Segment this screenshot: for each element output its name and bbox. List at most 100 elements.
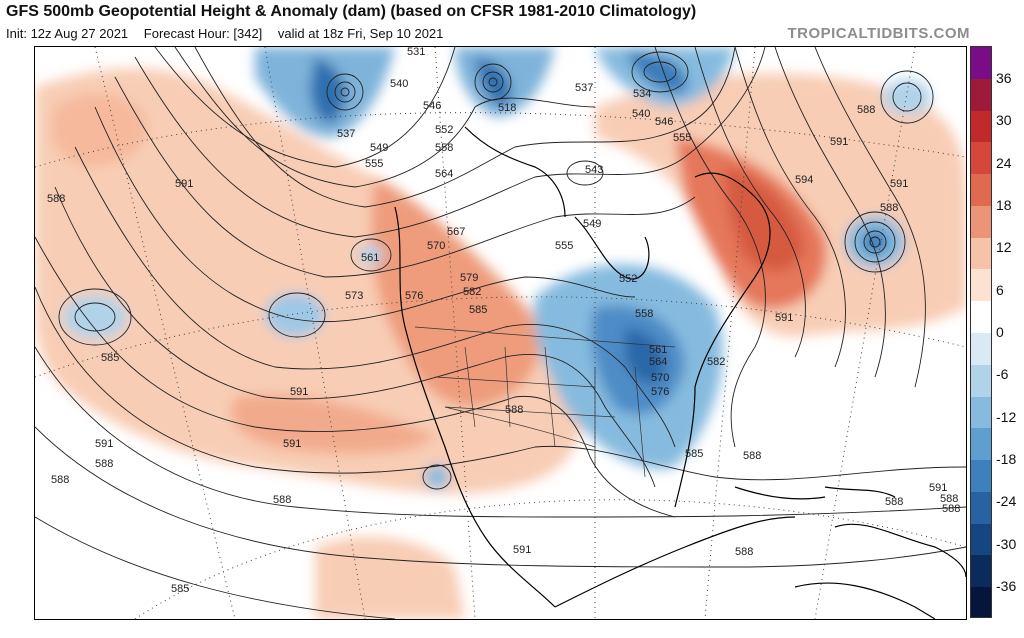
height-contour-label: 591 bbox=[830, 136, 848, 148]
colorbar-tick-label: -36 bbox=[996, 578, 1017, 595]
colorbar-tick-label: 30 bbox=[996, 112, 1012, 129]
height-contour-label: 585 bbox=[685, 448, 703, 460]
height-contour-label: 549 bbox=[583, 218, 601, 230]
height-contour-label: 588 bbox=[857, 104, 875, 116]
height-contour-label: 588 bbox=[273, 494, 291, 506]
height-contour-label: 585 bbox=[469, 304, 487, 316]
height-contour-label: 561 bbox=[649, 344, 667, 356]
height-contour-label: 549 bbox=[370, 142, 388, 154]
colorbar-tick-label: -12 bbox=[996, 408, 1017, 425]
height-contour-label: 591 bbox=[513, 544, 531, 556]
colorbar-segment bbox=[971, 142, 991, 175]
height-contour-label: 591 bbox=[929, 482, 947, 494]
height-contour-label: 588 bbox=[95, 458, 113, 470]
init-time: Init: 12z Aug 27 2021 bbox=[6, 26, 129, 41]
height-contour-label: 588 bbox=[743, 450, 761, 462]
height-contour-label: 561 bbox=[361, 252, 379, 264]
height-contour-label: 594 bbox=[795, 174, 813, 186]
colorbar-segment bbox=[971, 205, 991, 239]
colorbar-tick-label: -30 bbox=[996, 535, 1017, 552]
height-contour-label: 540 bbox=[632, 108, 650, 120]
height-contour-label: 531 bbox=[407, 47, 425, 58]
colorbar-segment bbox=[971, 47, 991, 80]
height-contour-label: 579 bbox=[460, 272, 478, 284]
height-contour-label: 570 bbox=[651, 372, 669, 384]
colorbar-segment bbox=[971, 333, 991, 366]
height-contour-label: 552 bbox=[619, 273, 637, 285]
colorbar-segment bbox=[971, 396, 991, 429]
height-contour-label: 555 bbox=[555, 240, 573, 252]
height-contour-label: 558 bbox=[435, 142, 453, 154]
colorbar-segment bbox=[971, 110, 991, 143]
colorbar-segment bbox=[971, 364, 991, 398]
height-contour-label: 588 bbox=[47, 193, 65, 205]
brand-watermark: TROPICALTIDBITS.COM bbox=[787, 25, 970, 42]
height-contour-label: 552 bbox=[435, 124, 453, 136]
colorbar-tick-label: -24 bbox=[996, 493, 1017, 510]
height-contour-label: 591 bbox=[890, 178, 908, 190]
height-contour-label: 573 bbox=[345, 290, 363, 302]
height-contour-label: 537 bbox=[337, 128, 355, 140]
colorbar-segment bbox=[971, 78, 991, 112]
height-contour-label: 555 bbox=[365, 158, 383, 170]
height-contour-label: 555 bbox=[673, 132, 691, 144]
colorbar-segment bbox=[971, 555, 991, 588]
height-contour-label: 591 bbox=[175, 178, 193, 190]
colorbar-segment bbox=[971, 523, 991, 556]
colorbar bbox=[970, 46, 992, 618]
height-contour-label: 582 bbox=[707, 356, 725, 368]
colorbar-segment bbox=[971, 237, 991, 270]
height-contour-label: 588 bbox=[940, 493, 958, 505]
height-contour-label: 546 bbox=[423, 100, 441, 112]
forecast-hour: Forecast Hour: [342] bbox=[143, 26, 263, 41]
height-contour-label: 588 bbox=[505, 404, 523, 416]
height-contour-label: 534 bbox=[633, 88, 651, 100]
height-contour-label: 543 bbox=[585, 164, 603, 176]
height-contour-label: 585 bbox=[171, 583, 189, 595]
colorbar-segment bbox=[971, 301, 991, 334]
height-contours bbox=[35, 47, 966, 619]
colorbar-segment bbox=[971, 587, 991, 617]
colorbar-tick-label: 0 bbox=[996, 324, 1004, 340]
height-contour-label: 546 bbox=[655, 116, 673, 128]
colorbar-segment bbox=[971, 491, 991, 525]
height-contour-label: 576 bbox=[651, 386, 669, 398]
colorbar-segment bbox=[971, 174, 991, 207]
colorbar-segment bbox=[971, 428, 991, 461]
run-info: Init: 12z Aug 27 2021 Forecast Hour: [34… bbox=[6, 26, 455, 41]
height-contour-label: 591 bbox=[775, 312, 793, 324]
height-contour-label: 564 bbox=[649, 356, 667, 368]
colorbar-tick-label: 6 bbox=[996, 281, 1004, 298]
height-contour-label: 558 bbox=[635, 308, 653, 320]
colorbar-segment bbox=[971, 460, 991, 493]
colorbar-tick-label: 24 bbox=[996, 154, 1012, 171]
height-contour-label: 540 bbox=[390, 78, 408, 90]
height-contour-label: 591 bbox=[95, 438, 113, 450]
height-contour-label: 588 bbox=[885, 496, 903, 508]
height-contour-label: 582 bbox=[463, 286, 481, 298]
height-contour-label: 567 bbox=[447, 226, 465, 238]
coastlines bbox=[394, 126, 966, 619]
height-contour-label: 588 bbox=[942, 503, 960, 515]
height-contour-label: 591 bbox=[283, 438, 301, 450]
anomaly-shading bbox=[35, 47, 966, 619]
colorbar-tick-label: 18 bbox=[996, 196, 1012, 213]
colorbar-tick-label: -18 bbox=[996, 451, 1017, 468]
colorbar-segment bbox=[971, 269, 991, 302]
colorbar-tick-label: 12 bbox=[996, 239, 1012, 256]
height-contour-label: 591 bbox=[290, 386, 308, 398]
height-contour-label: 537 bbox=[575, 82, 593, 94]
height-contour-label: 576 bbox=[405, 290, 423, 302]
height-contour-label: 588 bbox=[51, 474, 69, 486]
height-contour-label: 518 bbox=[498, 102, 516, 114]
weather-map: 531 540 546 552 558 564 567 570 573 576 579 582 585 5… bbox=[34, 46, 967, 620]
colorbar-tick-label: 36 bbox=[996, 69, 1012, 86]
height-contour-label: 570 bbox=[427, 240, 445, 252]
height-contour-label: 585 bbox=[101, 352, 119, 364]
borders bbox=[414, 326, 676, 478]
height-contour-label: 588 bbox=[735, 546, 753, 558]
height-contour-label: 564 bbox=[435, 168, 453, 180]
colorbar-tick-label: -6 bbox=[996, 366, 1009, 383]
